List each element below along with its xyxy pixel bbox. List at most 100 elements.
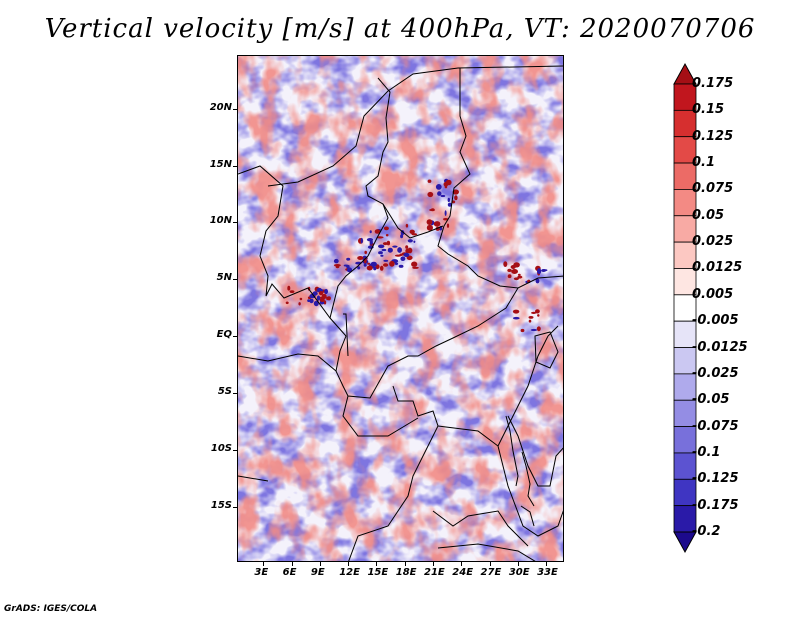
lon-tick (319, 562, 321, 566)
lon-tick (489, 562, 491, 566)
convective-cell (369, 230, 372, 234)
convective-cell (507, 274, 512, 279)
lon-tick (546, 562, 548, 566)
convective-cell (507, 268, 512, 272)
convective-cell (405, 223, 409, 228)
convective-cell (309, 298, 314, 304)
convective-cell (513, 316, 520, 320)
convective-cell (378, 251, 383, 255)
lat-label: 15N (209, 158, 232, 170)
convective-cell (454, 195, 458, 201)
convective-cell (511, 269, 518, 274)
colorbar-label: -0.0125 (692, 339, 748, 355)
convective-cell (407, 239, 413, 243)
convective-cell (357, 266, 361, 270)
colorbar-label: 0.025 (692, 234, 734, 250)
convective-cell (403, 252, 410, 257)
convective-cell (537, 268, 542, 275)
convective-cell (392, 245, 398, 248)
colorbar-label: -0.1 (692, 444, 721, 460)
lon-label: 21E (424, 567, 445, 578)
convective-cell (530, 328, 538, 332)
convective-cell (287, 285, 291, 291)
lat-label: 5S (217, 386, 232, 398)
colorbar-label: 0.05 (692, 207, 725, 223)
lat-tick (233, 279, 237, 281)
convective-cell (517, 275, 523, 279)
convective-cell (412, 266, 419, 269)
lat-tick (233, 336, 237, 338)
convective-cell (445, 179, 452, 186)
convective-cell (531, 311, 537, 314)
convective-cell (285, 301, 289, 305)
lon-label: 33E (537, 567, 558, 578)
lon-tick (461, 562, 463, 566)
country-borders (238, 65, 563, 561)
convective-cell (426, 219, 433, 226)
convective-cell (528, 319, 532, 323)
grads-credit: GrADS: IGES/COLA (4, 604, 98, 614)
lon-label: 18E (395, 567, 417, 578)
convective-cell (326, 296, 329, 301)
convective-cell (426, 224, 433, 231)
convective-cell (447, 197, 450, 203)
convective-cell (437, 191, 442, 196)
colorbar-label: 0.075 (692, 181, 734, 197)
lat-label: EQ (216, 329, 232, 341)
convective-cell (333, 258, 339, 264)
convective-cell (387, 247, 393, 253)
lon-label: 27E (480, 567, 502, 578)
lon-tick (348, 562, 350, 566)
convective-cell (443, 218, 449, 221)
convective-cell (381, 248, 387, 252)
convective-cell (446, 223, 450, 228)
convective-cell (309, 293, 316, 299)
convective-cell (394, 262, 399, 265)
convective-cell (333, 264, 341, 267)
convective-cell (405, 245, 409, 249)
convective-cell (346, 257, 351, 261)
convective-cell (313, 300, 319, 307)
lat-tick (233, 108, 237, 110)
lon-label: 15E (367, 567, 389, 578)
lon-tick (404, 562, 406, 566)
colorbar (673, 62, 697, 554)
lon-label: 3E (254, 567, 269, 578)
convective-cell (385, 234, 389, 237)
convective-cell (435, 184, 442, 190)
lat-label: 15S (210, 500, 232, 512)
convective-cell (376, 236, 384, 239)
convective-cell (447, 202, 452, 207)
convective-cell (357, 256, 364, 260)
convective-cell (320, 298, 325, 302)
downdraft-noise-layer (238, 56, 563, 561)
convective-cell (528, 316, 534, 319)
colorbar-label: -0.025 (692, 365, 739, 381)
convective-cell (374, 229, 381, 234)
lon-tick (517, 562, 519, 566)
map-panel (237, 55, 564, 562)
convective-cell (316, 295, 321, 301)
colorbar-label: -0.2 (692, 524, 721, 539)
colorbar-label: -0.05 (692, 392, 730, 408)
colorbar-label: -0.005 (692, 313, 739, 329)
convective-cell (444, 210, 447, 216)
chart-title: Vertical velocity [m/s] at 400hPa, VT: 2… (44, 14, 756, 44)
convective-cell (427, 179, 432, 183)
convective-cell (397, 247, 402, 253)
convective-cell (407, 247, 413, 254)
lon-tick (433, 562, 434, 566)
convective-cell (317, 287, 322, 292)
convective-cell (411, 233, 418, 236)
lat-tick (233, 222, 237, 224)
lon-label: 24E (452, 567, 474, 578)
colorbar-label: 0.005 (692, 286, 734, 302)
lon-label: 6E (282, 567, 297, 578)
convective-cell (535, 278, 540, 284)
lon-label: 12E (339, 567, 360, 578)
convective-cell (386, 240, 391, 246)
convective-cell (363, 263, 367, 267)
convective-cell (299, 297, 303, 301)
convective-cell (321, 293, 327, 300)
convective-cell (520, 328, 525, 333)
